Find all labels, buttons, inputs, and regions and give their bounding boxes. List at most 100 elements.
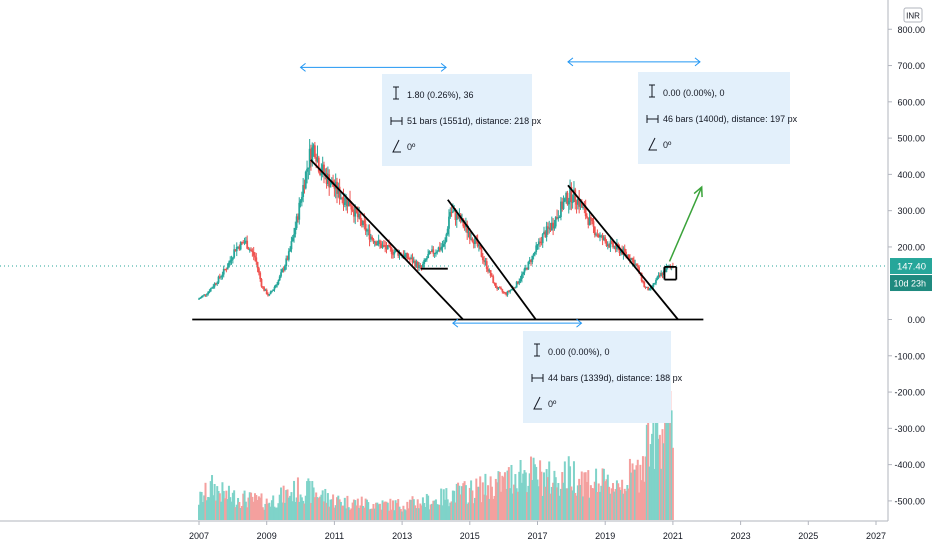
candle-body <box>665 266 668 273</box>
volume-bar <box>398 506 401 520</box>
candle-body <box>648 288 651 291</box>
volume-bar <box>450 501 453 520</box>
candle-body <box>580 201 583 208</box>
volume-bar <box>384 501 387 520</box>
candle-body <box>294 227 297 235</box>
candle-body <box>606 244 609 246</box>
candle-body <box>369 236 372 240</box>
measure-box-2[interactable] <box>638 72 790 164</box>
candle-body <box>428 251 431 255</box>
candle-body <box>658 275 661 277</box>
measure-bars-distance: 46 bars (1400d), distance: 197 px <box>663 114 798 124</box>
volume-bar <box>484 473 487 520</box>
volume-bar <box>234 507 237 520</box>
price-tick-label: 600.00 <box>897 97 925 107</box>
candle-body <box>597 234 600 238</box>
volume-bar <box>644 456 647 520</box>
candle-body <box>502 291 505 293</box>
candle-body <box>492 276 495 283</box>
volume-bar <box>532 457 535 520</box>
candle-body <box>448 216 450 229</box>
volume-bar <box>494 478 497 520</box>
candle-body <box>543 231 545 235</box>
volume-bar <box>247 497 250 520</box>
volume-bar <box>479 476 482 520</box>
candle-body <box>280 272 282 277</box>
candle-body <box>405 253 407 255</box>
volume-bar <box>459 494 462 520</box>
volume-bar <box>410 499 413 520</box>
volume-bar <box>567 456 570 520</box>
candle-body <box>244 240 247 243</box>
candle-body <box>474 237 476 244</box>
candle-body <box>366 230 368 232</box>
candle-body <box>273 286 276 290</box>
volume-bar <box>356 498 359 520</box>
candle-body <box>259 272 262 280</box>
candle-body <box>310 148 312 163</box>
candle-body <box>427 254 430 259</box>
candle-body <box>319 171 321 175</box>
candle-body <box>356 212 359 218</box>
candle-body <box>199 297 202 299</box>
candle-body <box>260 279 263 287</box>
volume-bar <box>364 498 367 520</box>
candle-body <box>578 198 581 207</box>
candle-body <box>510 289 513 291</box>
candle-body <box>612 241 614 248</box>
candle-body <box>553 226 556 229</box>
volume-bar <box>625 491 628 520</box>
volume-bar <box>324 488 327 520</box>
volume-bar <box>604 481 607 520</box>
projection-arrow[interactable] <box>668 186 703 262</box>
trendline-4[interactable] <box>567 184 679 321</box>
volume-bar <box>503 472 506 520</box>
volume-bar <box>612 483 615 520</box>
volume-bar <box>647 415 650 520</box>
volume-bar <box>600 485 603 520</box>
measure-box-1[interactable] <box>382 74 532 166</box>
volume-bar <box>235 504 238 520</box>
candle-body <box>652 283 655 287</box>
candle-body <box>623 248 626 252</box>
candle-body <box>235 247 238 252</box>
time-axis[interactable]: 2007 2009 2011 2013 2015 2017 2019 2021 2023 2025… <box>0 520 888 541</box>
candle-body <box>506 291 509 295</box>
volume-bar <box>362 505 365 520</box>
volume-bar <box>434 499 437 520</box>
trendline-2[interactable] <box>310 159 464 321</box>
volume-bar <box>511 493 514 520</box>
candle-body <box>569 187 571 201</box>
candle-body <box>423 259 426 264</box>
volume-bar <box>401 511 404 520</box>
candle-body <box>207 292 210 295</box>
volume-bar <box>282 485 285 520</box>
volume-bar <box>454 502 457 520</box>
volume-bar <box>537 486 540 520</box>
candle-body <box>504 292 506 294</box>
candle-body <box>263 287 265 291</box>
candle-body <box>343 202 346 205</box>
volume-bar <box>520 482 523 520</box>
candle-body <box>522 272 525 275</box>
price-axis[interactable]: 800.00 700.00 600.00 500.00 400.00 300.00 200.… <box>887 0 932 521</box>
volume-bar <box>666 415 669 520</box>
range-arrow-right-head <box>440 62 447 72</box>
currency-badge[interactable] <box>903 7 923 23</box>
volume-bar <box>285 490 288 520</box>
volume-bar <box>638 492 641 520</box>
volume-bar <box>591 487 594 520</box>
candle-body <box>518 281 521 284</box>
volume-bar <box>558 495 561 520</box>
measure-box-3[interactable] <box>523 331 671 423</box>
candle-body <box>588 217 591 225</box>
candle-body <box>367 229 370 231</box>
candle-body <box>251 250 254 252</box>
trendline-3[interactable] <box>447 199 537 321</box>
candle-body <box>287 251 290 260</box>
candle-body <box>560 201 562 218</box>
volume-bar <box>338 499 341 520</box>
volume-bar <box>394 500 397 520</box>
candle-body <box>453 210 456 212</box>
